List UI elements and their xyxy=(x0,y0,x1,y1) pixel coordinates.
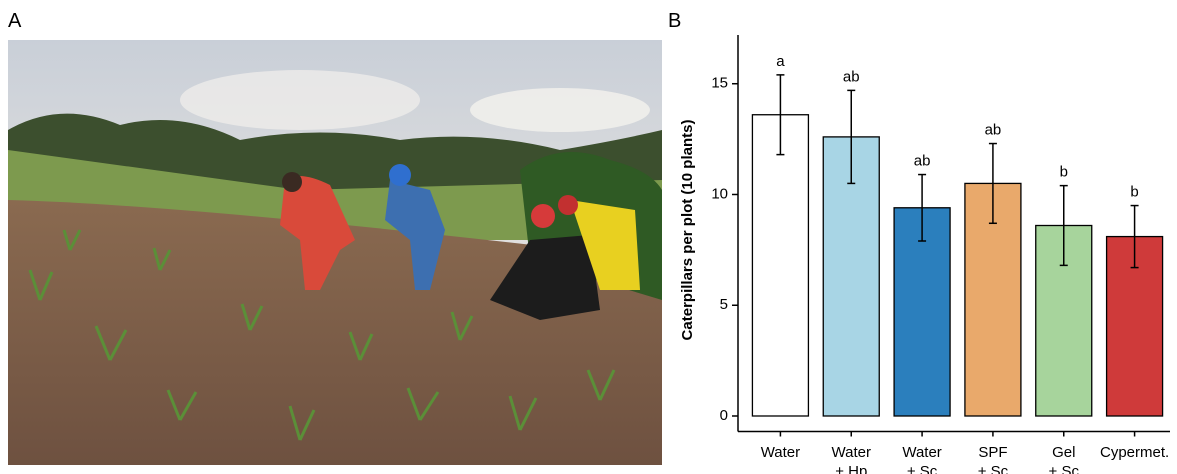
x-tick-label: + Sc xyxy=(978,463,1009,474)
significance-letter: ab xyxy=(914,153,931,170)
significance-letter: ab xyxy=(843,68,860,85)
x-tick-label: SPF xyxy=(978,444,1007,461)
significance-letter: ab xyxy=(985,122,1002,139)
page: {"panel_labels": ["A", "B"], "chart_data… xyxy=(0,0,1177,474)
field-photo xyxy=(8,40,662,465)
bar-chart: Caterpillars per plot (10 plants) 0 5 10 15… xyxy=(679,35,1170,474)
x-tick-label: Water xyxy=(761,444,800,461)
significance-letter: a xyxy=(776,53,785,70)
figure: A B Caterpillars per plot (10 plants) 0 5… xyxy=(0,0,1177,474)
significance-letter: b xyxy=(1130,184,1138,201)
y-axis-label: Caterpillars per plot (10 plants) xyxy=(679,120,696,341)
x-tick-label: Water xyxy=(832,444,871,461)
x-tick-label: Water xyxy=(902,444,941,461)
panel-label: B xyxy=(668,10,681,32)
y-tick-label: 10 xyxy=(711,185,728,202)
x-tick-label: Cypermet. xyxy=(1100,444,1169,461)
y-tick-label: 0 xyxy=(720,407,728,424)
x-tick-label: + Hp xyxy=(835,463,867,474)
bar xyxy=(752,115,808,416)
x-tick-label: + Sc xyxy=(1049,463,1080,474)
significance-letter: b xyxy=(1060,164,1068,181)
y-tick-label: 5 xyxy=(720,296,728,313)
panel-label: A xyxy=(8,10,22,32)
x-tick-label: Gel xyxy=(1052,444,1075,461)
x-tick-label: + Sc xyxy=(907,463,938,474)
y-tick-label: 15 xyxy=(711,75,728,92)
